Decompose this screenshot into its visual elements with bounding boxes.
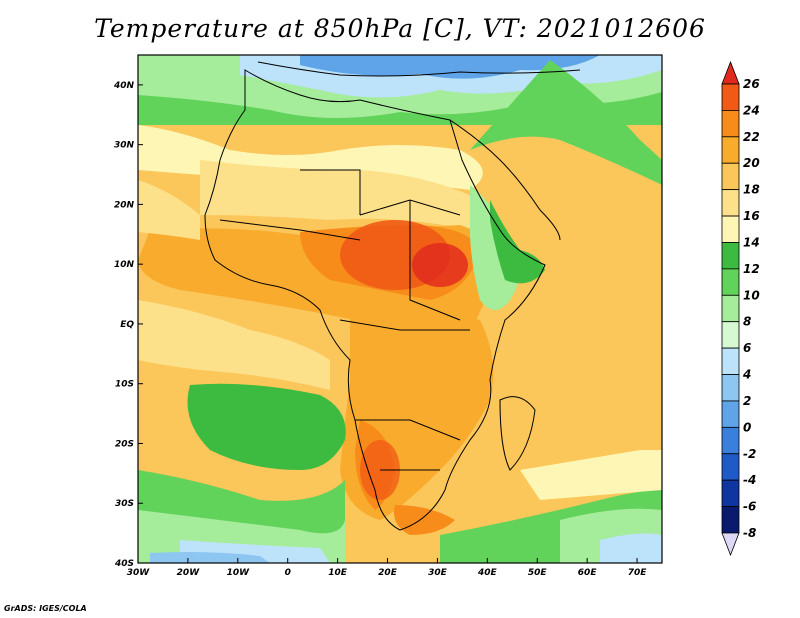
x-tick-label: 70E [628,568,648,578]
colorbar-label: -4 [743,473,756,487]
x-tick-label: 10W [227,568,251,578]
colorbar-swatch [721,374,740,402]
x-tick-label: 40E [477,568,498,578]
colorbar-label: -8 [743,526,756,540]
colorbar-bottom-arrow [721,532,740,557]
x-tick-label: 0 [285,568,291,578]
colorbar-label: 14 [743,235,760,249]
x-tick-label: 30W [127,568,151,578]
colorbar-swatch [721,506,740,534]
colorbar-label: 6 [743,341,751,355]
colorbar-label: 22 [743,130,760,144]
colorbar-label: -6 [743,500,756,514]
colorbar-swatch [721,347,740,375]
coastlines [204,61,581,531]
y-tick-label: EQ [120,320,134,330]
x-tick-label: 10E [328,568,348,578]
x-axis: 30W 20W 10W 0 10E 20E 30E 40E 50E 60E 70E [127,558,647,578]
colorbar-label: 10 [743,288,760,302]
y-tick-label: 40N [113,81,135,91]
colorbar-label: 20 [743,156,760,170]
colorbar-swatch [721,426,740,455]
x-tick-label: 30E [428,568,448,578]
colorbar-label: 24 [743,103,760,117]
colorbar-label: 8 [743,315,751,329]
y-axis: 40N 30N 20N 10N EQ 10S 20S 30S 40S [113,81,143,569]
colorbar-top-arrow [721,60,740,85]
colorbar-swatch [721,215,740,243]
colorbar-swatch [721,83,740,111]
temperature-field [138,55,662,563]
colorbar-label: 4 [742,368,751,382]
colorbar-label: 2 [743,394,751,408]
plot-frame [137,54,663,564]
colorbar-swatch [721,400,740,428]
y-tick-label: 10N [114,260,135,270]
x-tick-label: 20E [378,568,398,578]
y-tick-label: 20S [115,439,134,449]
x-tick-label: 50E [528,568,548,578]
colorbar-swatch [721,479,740,507]
colorbar-swatch [721,162,740,191]
colorbar-label: 18 [743,183,760,197]
chart-title: Temperature at 850hPa [C], VT: 202101260… [94,14,706,43]
colorbar-swatch [721,453,740,481]
x-tick-label: 20W [177,568,201,578]
y-tick-label: 30S [115,499,134,509]
colorbar-swatch [721,110,740,138]
colorbar-label: -2 [743,447,756,461]
y-tick-label: 20N [114,200,135,210]
colorbar-label: 26 [743,77,760,91]
y-tick-label: 40S [114,559,134,569]
colorbar-swatch [721,136,740,164]
colorbar-swatch [721,242,740,270]
colorbar-swatch [721,189,740,217]
colorbar-swatch [721,268,740,296]
y-tick-label: 10S [115,380,134,390]
colorbar-label: 0 [743,420,751,434]
colorbar-label: 16 [743,209,760,223]
x-tick-label: 60E [578,568,598,578]
credit-text: GrADS: IGES/COLA [4,604,87,613]
colorbar-swatch [721,294,740,323]
y-tick-label: 30N [114,141,135,151]
colorbar-swatch [721,321,740,349]
colorbar-label: 12 [743,262,760,276]
